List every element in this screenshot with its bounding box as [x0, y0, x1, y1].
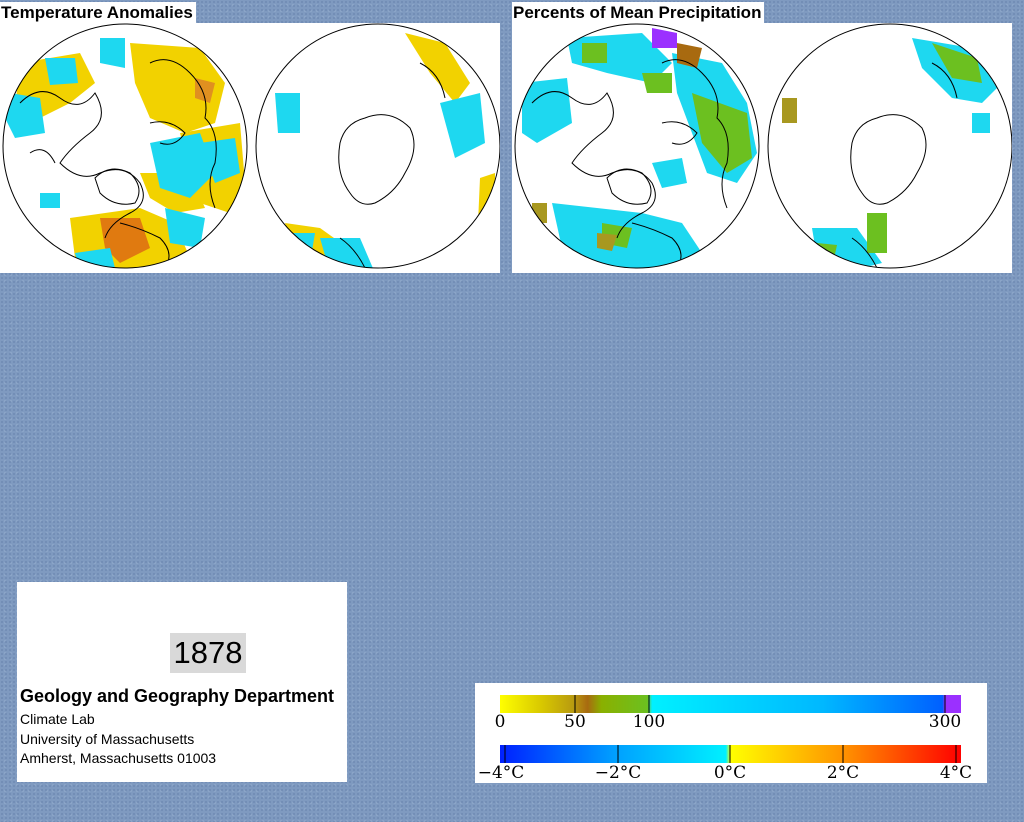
- department-name: Geology and Geography Department: [20, 686, 335, 706]
- precipitation-title: Percents of Mean Precipitation: [512, 2, 765, 23]
- temp-tick-2: 2°C: [827, 763, 859, 783]
- address: Amherst, Massachusetts 01003: [20, 750, 217, 766]
- legend: 0 50 100 300 −4°C −2°C 0°C 2°C 4°C: [475, 683, 987, 783]
- temp-tick-minus2: −2°C: [595, 763, 642, 783]
- temp-tick-0: 0°C: [714, 763, 746, 783]
- info-box: 1878 Geology and Geography Department Cl…: [17, 582, 347, 782]
- temperature-south-globe: [256, 24, 500, 268]
- precip-tick-0: 0: [495, 712, 506, 732]
- precip-tick-50: 50: [564, 712, 586, 732]
- precipitation-map: [512, 23, 1012, 273]
- university-name: University of Massachusetts: [20, 731, 195, 747]
- temp-tick-4: 4°C: [940, 763, 972, 783]
- precipitation-north-globe: [515, 24, 759, 268]
- temperature-north-globe: [3, 24, 247, 268]
- year-label: 1878: [170, 633, 246, 673]
- temperature-title: Temperature Anomalies: [0, 2, 196, 23]
- precip-tick-100: 100: [633, 712, 665, 732]
- temperature-anomaly-map: [0, 23, 500, 273]
- precipitation-south-globe: [768, 24, 1012, 268]
- precipitation-colorbar: 0 50 100 300: [495, 695, 961, 732]
- temperature-colorbar: −4°C −2°C 0°C 2°C 4°C: [478, 745, 972, 783]
- precip-tick-300: 300: [929, 712, 961, 732]
- temp-tick-minus4: −4°C: [478, 763, 525, 783]
- lab-name: Climate Lab: [20, 711, 95, 727]
